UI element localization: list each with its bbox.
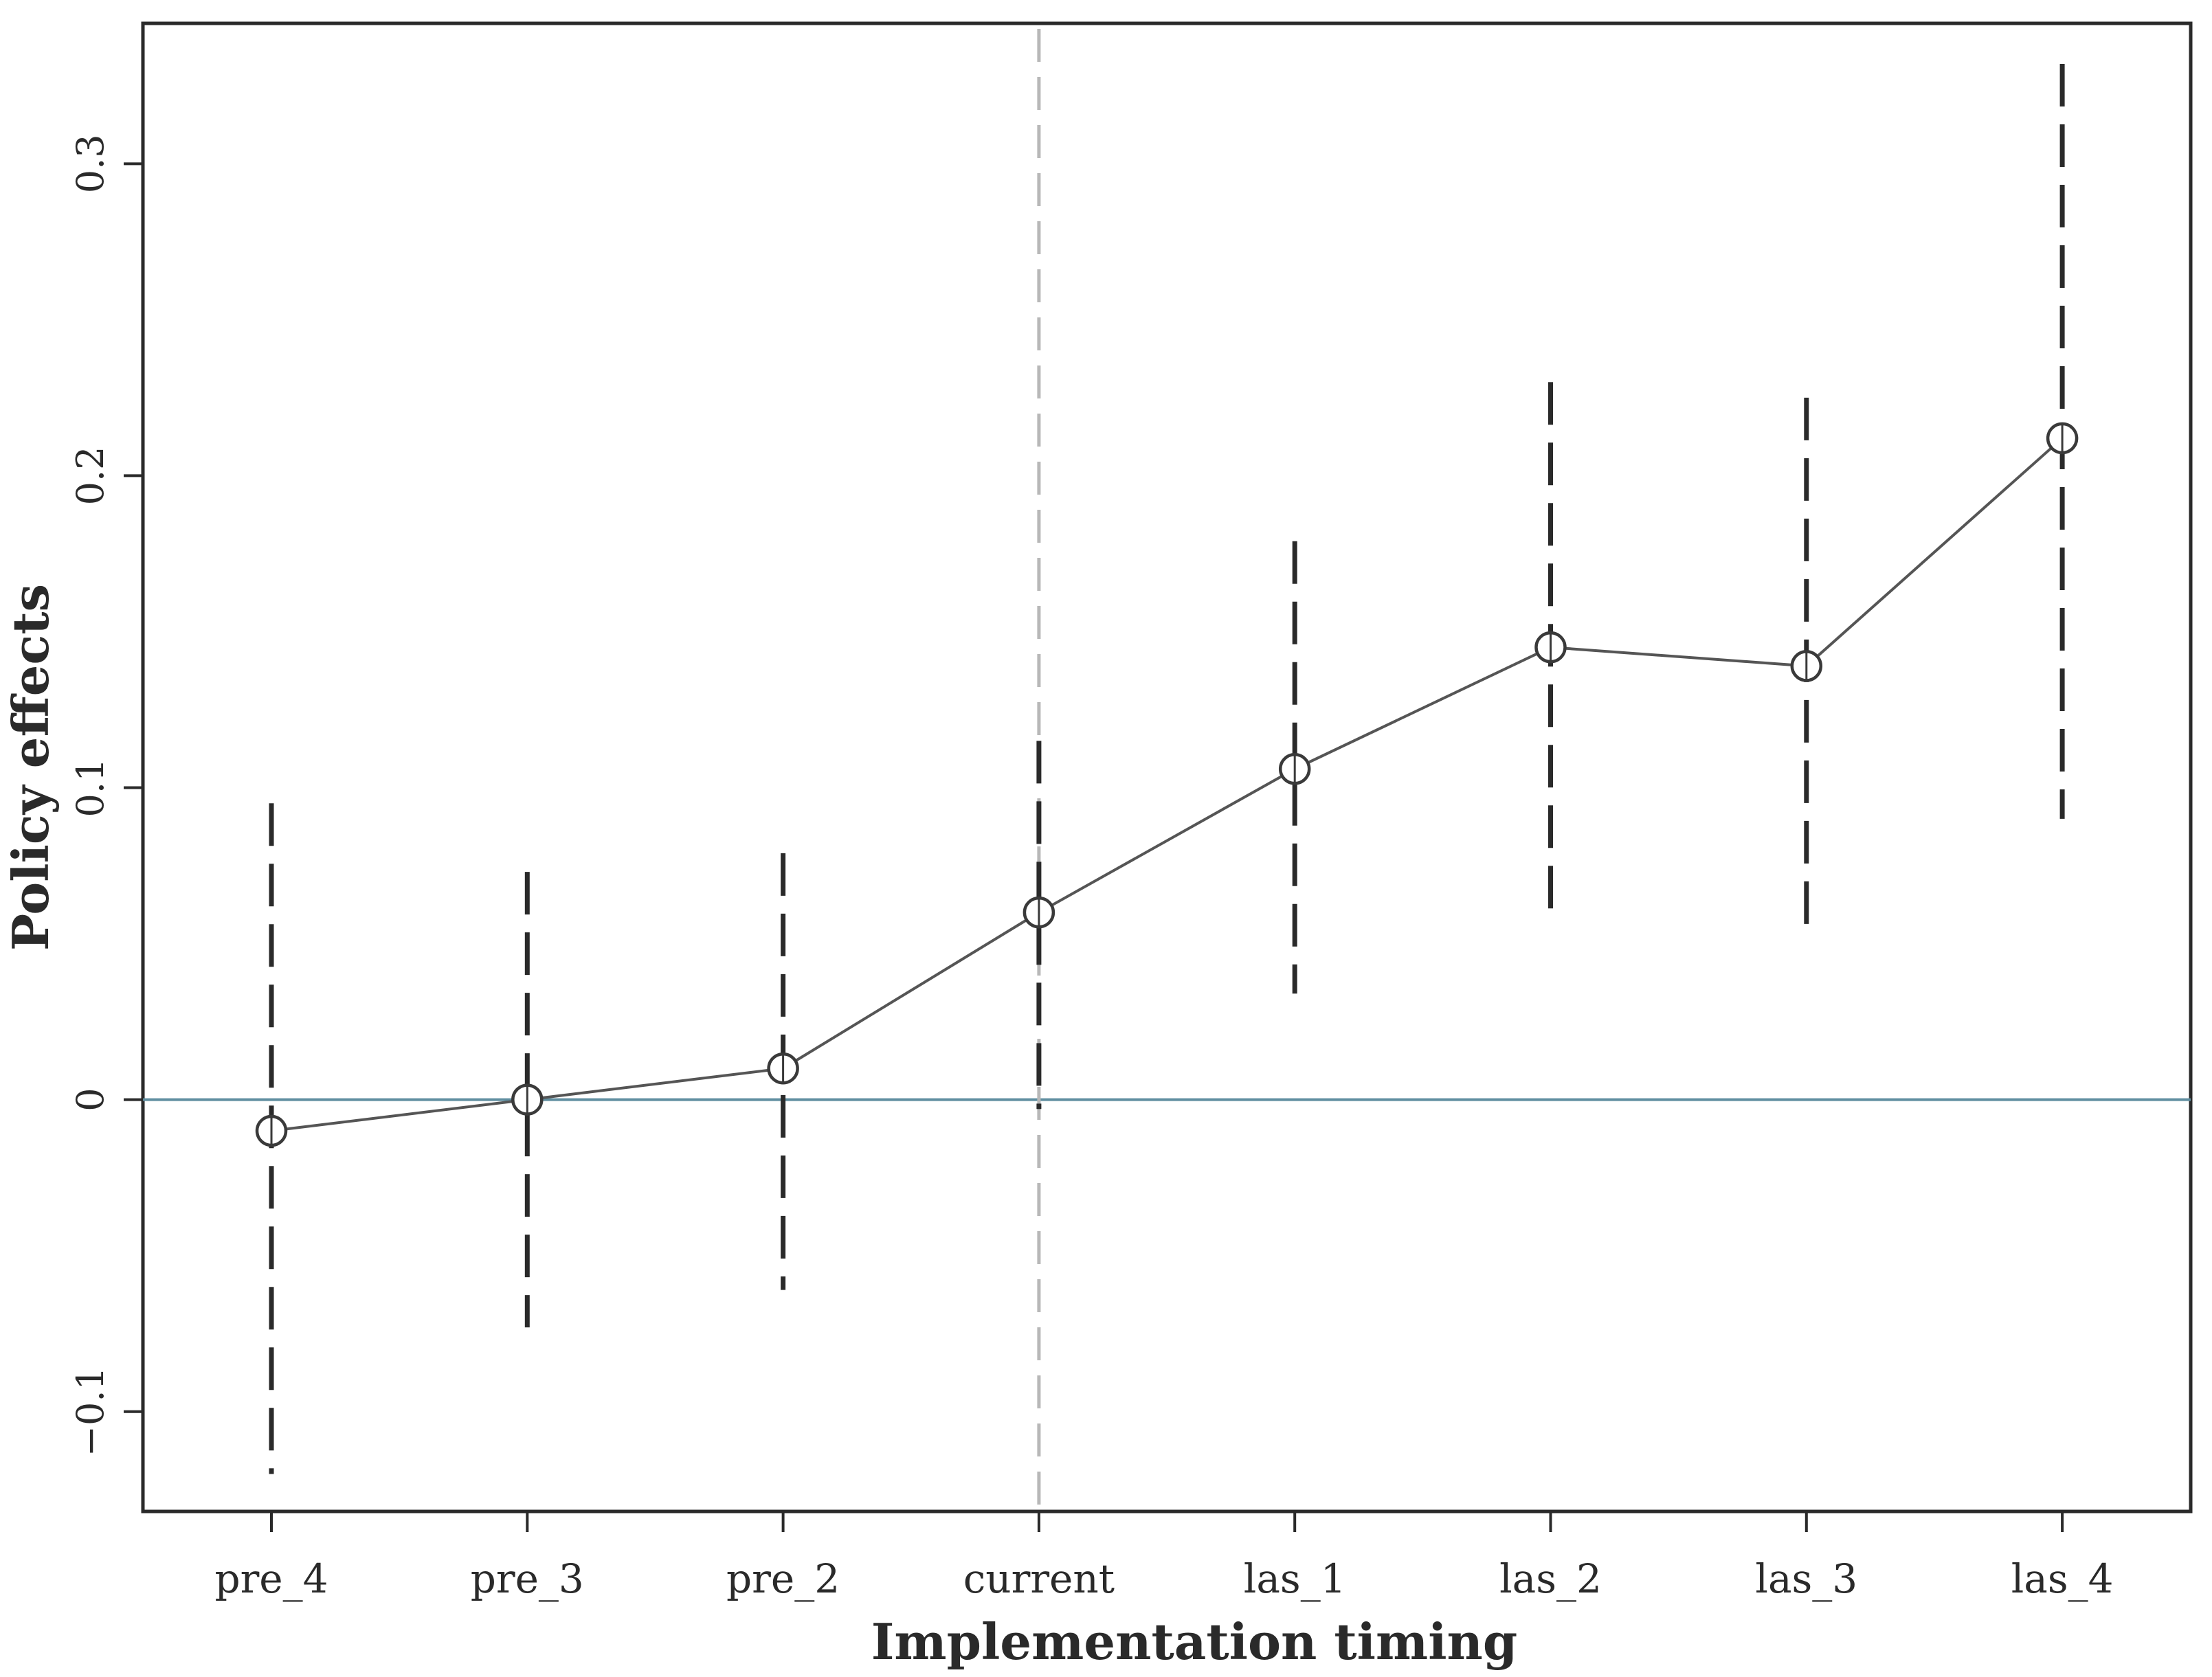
- point-pre_3: [511, 1083, 544, 1116]
- y-tick-label: 0: [69, 1088, 112, 1111]
- x-tick-label: las_3: [1755, 1555, 1857, 1602]
- point-las_3: [1790, 650, 1823, 682]
- x-tick-label: pre_3: [471, 1555, 584, 1602]
- point-pre_4: [255, 1114, 288, 1147]
- y-tick-label: 0.1: [69, 758, 112, 818]
- point-pre_2: [767, 1052, 799, 1085]
- plot-frame: [141, 21, 2193, 1513]
- x-tick-label: las_2: [1499, 1555, 1602, 1602]
- x-tick-label: pre_4: [214, 1555, 328, 1602]
- x-tick-label: current: [963, 1555, 1115, 1602]
- y-tick-label: 0.2: [69, 446, 112, 505]
- point-current: [1023, 896, 1055, 929]
- x-tick-label: pre_2: [726, 1555, 840, 1602]
- series-line: [271, 437, 2064, 1132]
- x-tick-label: las_1: [1244, 1555, 1346, 1602]
- y-tick-label: −0.1: [69, 1366, 112, 1456]
- point-las_2: [1534, 631, 1567, 664]
- x-axis-title: Implementation timing: [871, 1612, 1518, 1671]
- point-las_4: [2046, 422, 2079, 455]
- point-las_1: [1278, 753, 1311, 785]
- y-axis-title: Policy effects: [1, 584, 60, 951]
- x-tick-label: las_4: [2011, 1555, 2114, 1602]
- y-tick-label: 0.3: [69, 134, 112, 193]
